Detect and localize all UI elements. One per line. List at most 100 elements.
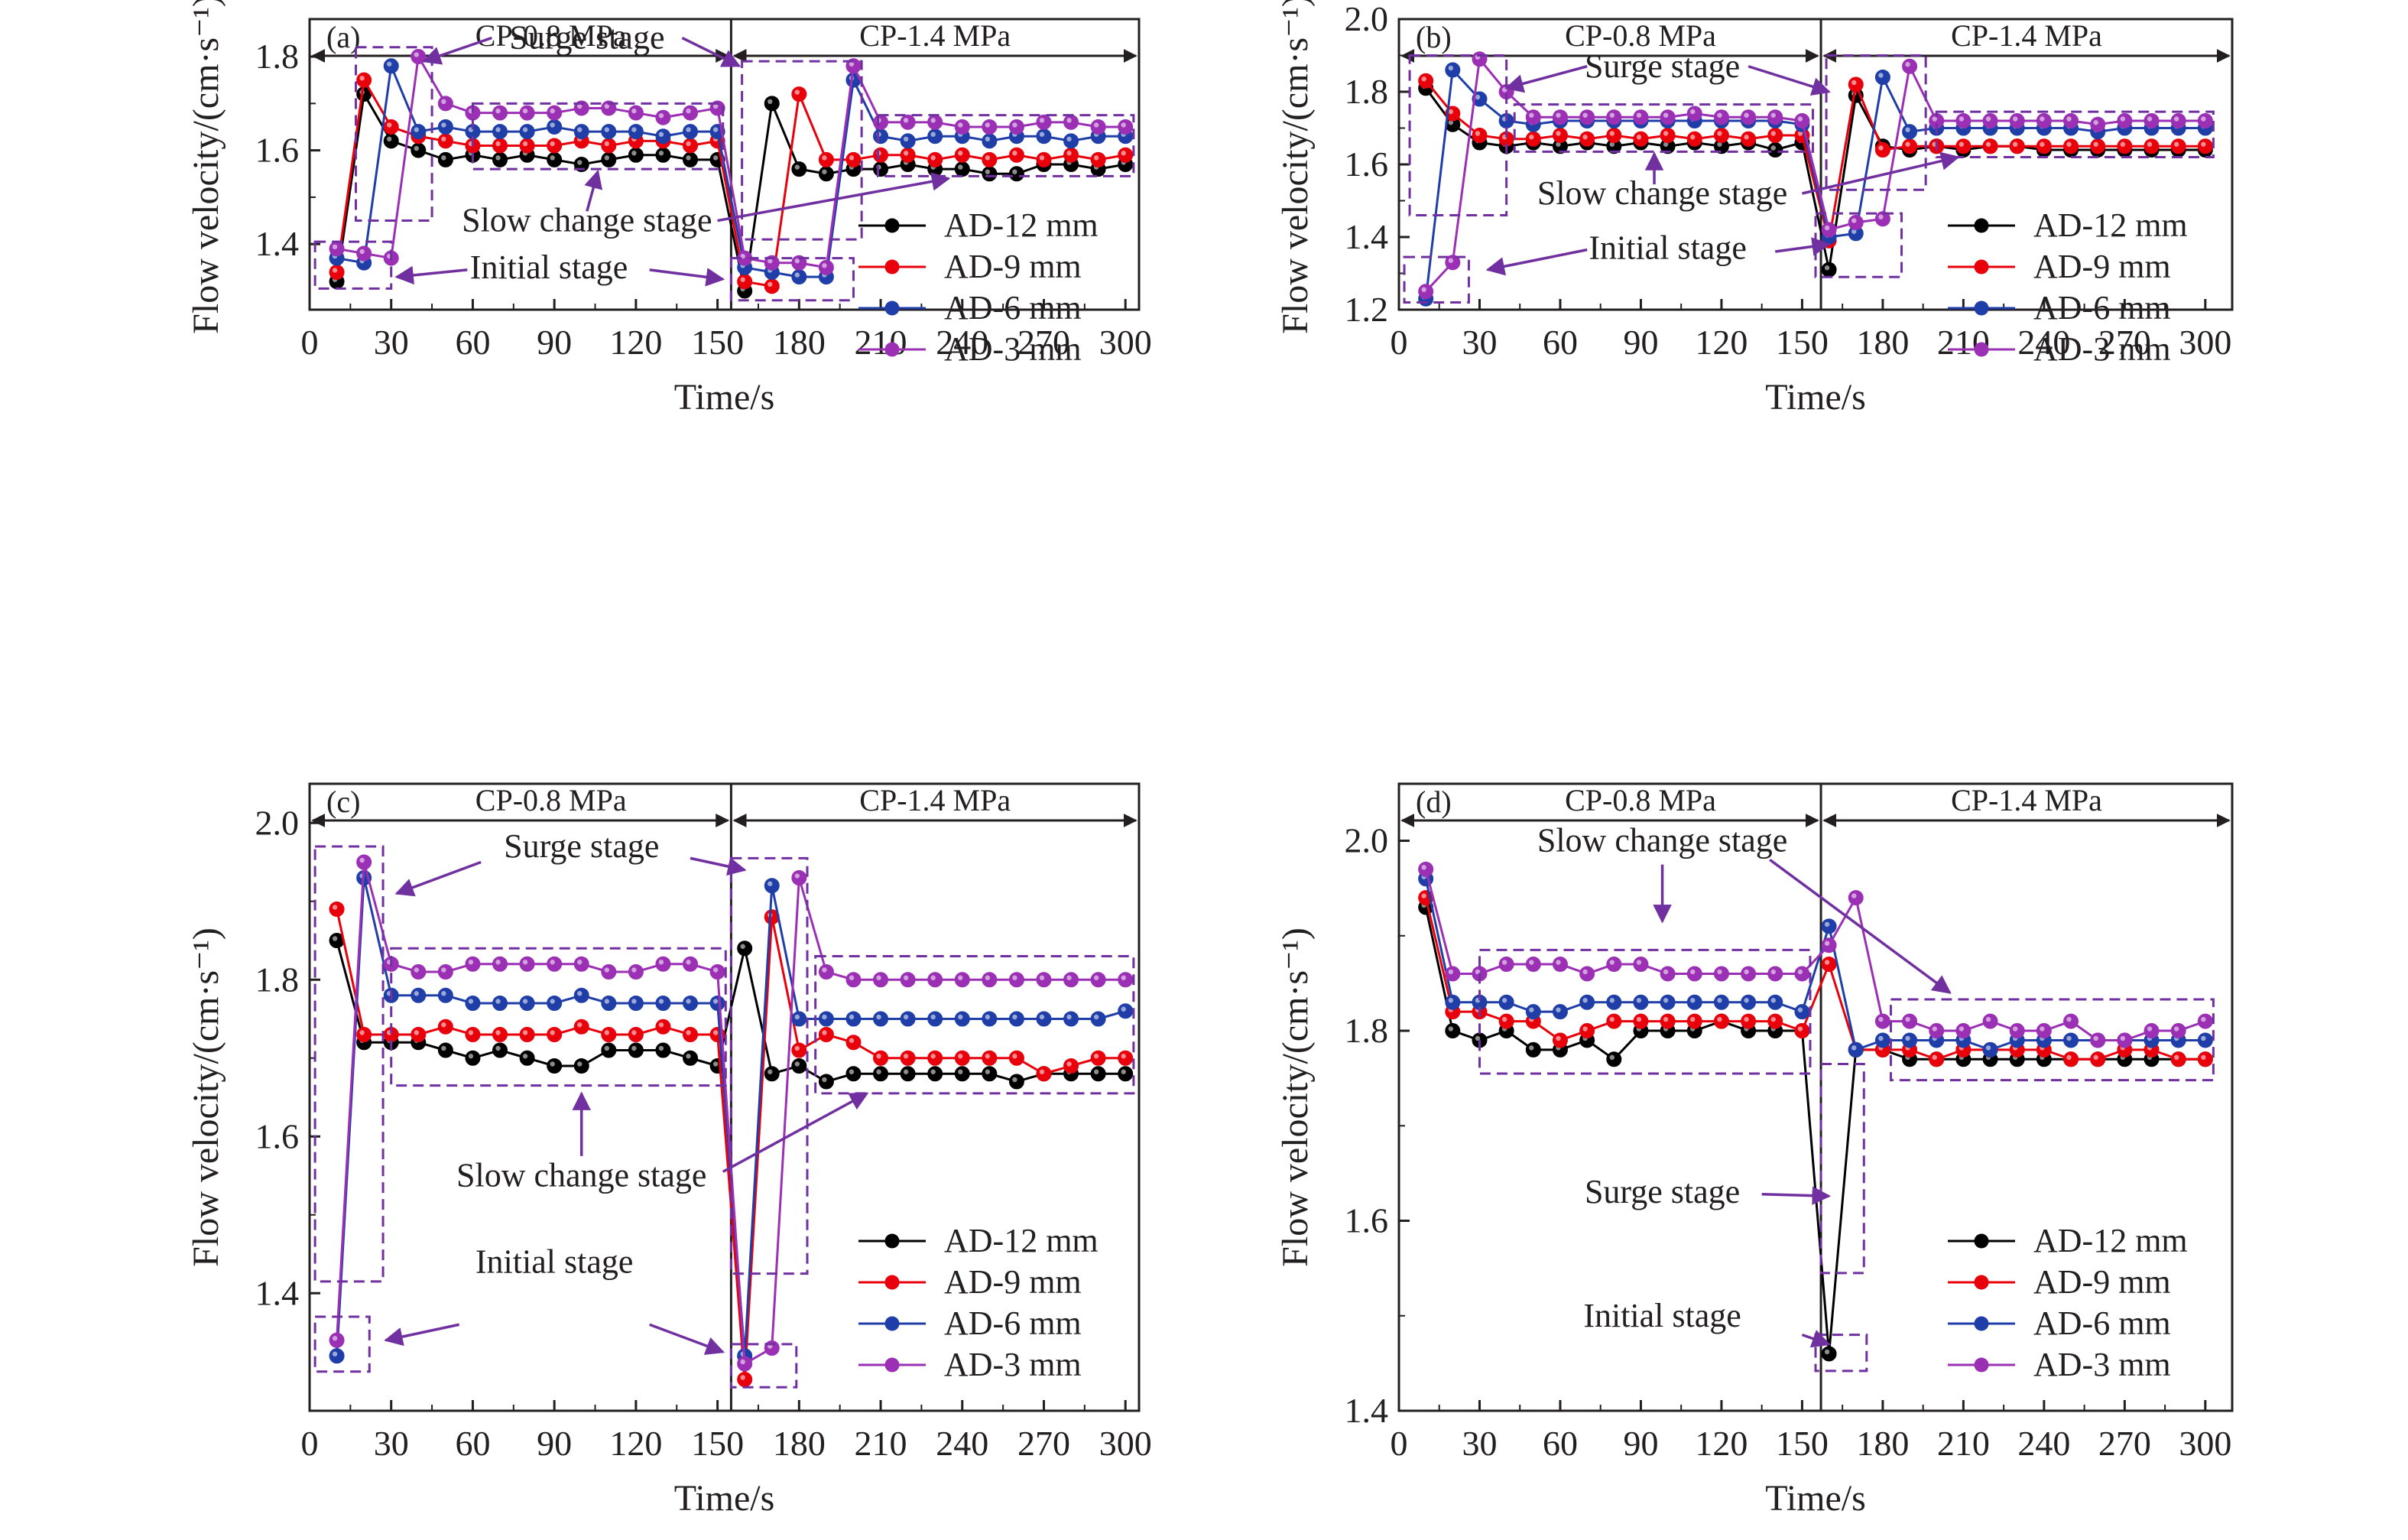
data-point	[1008, 1011, 1024, 1027]
data-point	[2090, 116, 2106, 132]
data-point-highlight	[658, 999, 664, 1004]
data-point	[1063, 1058, 1079, 1074]
data-point	[737, 274, 753, 290]
data-point	[383, 133, 399, 149]
data-point	[1633, 1013, 1649, 1029]
legend-swatch-marker	[1974, 342, 1989, 357]
x-tick-label: 210	[855, 1424, 907, 1463]
data-point	[1118, 972, 1134, 988]
data-point	[411, 1027, 427, 1042]
data-point-highlight	[794, 1061, 800, 1067]
data-point-highlight	[1475, 1035, 1481, 1041]
data-point-highlight	[1556, 112, 1561, 118]
data-point-highlight	[686, 960, 691, 965]
stage-arrow	[1504, 65, 1588, 93]
data-point	[2063, 113, 2079, 128]
data-point-highlight	[604, 141, 610, 147]
data-point-highlight	[985, 1069, 991, 1074]
data-point-highlight	[1932, 116, 1937, 122]
x-tick-label: 210	[855, 323, 907, 362]
data-point	[900, 1011, 916, 1027]
data-point	[1686, 106, 1702, 122]
data-point	[818, 259, 834, 275]
data-point	[927, 1011, 943, 1027]
data-point-highlight	[1744, 998, 1749, 1003]
data-point-highlight	[332, 905, 338, 910]
x-tick-label: 210	[1937, 1424, 1990, 1463]
data-point-highlight	[1744, 135, 1749, 140]
data-point-highlight	[522, 1054, 528, 1059]
legend-item: AD-6 mm	[1948, 289, 2171, 327]
data-point	[519, 124, 535, 140]
y-tick-label: 1.6	[1345, 145, 1389, 184]
data-point-highlight	[495, 1030, 501, 1035]
data-point	[1660, 109, 1676, 125]
stage-label: Initial stage	[1583, 1297, 1741, 1334]
data-point-highlight	[686, 999, 691, 1004]
data-point	[601, 138, 617, 154]
stage-box	[1478, 948, 1812, 1075]
data-point-highlight	[1448, 258, 1454, 263]
data-point	[927, 151, 943, 167]
data-point-highlight	[658, 151, 664, 156]
data-point-highlight	[495, 1045, 501, 1051]
data-point	[1741, 131, 1757, 147]
plot-frame	[1397, 782, 2234, 1412]
data-point	[709, 964, 725, 980]
data-point-highlight	[522, 141, 528, 147]
legend-label: AD-9 mm	[2033, 1263, 2171, 1301]
legend-label: AD-12 mm	[944, 1222, 1099, 1259]
data-point	[1848, 890, 1864, 906]
stage-box	[1408, 54, 1508, 216]
data-point-highlight	[930, 132, 936, 137]
data-point	[1063, 147, 1079, 163]
data-point	[2090, 1051, 2106, 1067]
stage-box	[390, 947, 727, 1087]
data-point-highlight	[2013, 1026, 2018, 1032]
data-point-highlight	[658, 132, 664, 137]
data-point	[737, 941, 753, 957]
data-point-highlight	[1878, 1016, 1884, 1022]
data-point	[437, 96, 453, 112]
data-point-highlight	[958, 122, 963, 128]
data-point	[2063, 138, 2079, 154]
x-tick-label: 120	[1695, 1424, 1748, 1463]
y-tick-label: 1.8	[1345, 1011, 1389, 1050]
data-point-highlight	[985, 122, 991, 128]
data-point	[1063, 1011, 1079, 1027]
data-point-highlight	[441, 991, 446, 996]
data-point-highlight	[876, 1014, 881, 1020]
x-tick-label: 120	[609, 1424, 662, 1463]
data-point-highlight	[1066, 136, 1072, 142]
legend-swatch-marker	[884, 1275, 900, 1290]
data-point	[873, 114, 889, 130]
data-point-highlight	[387, 136, 392, 142]
data-point-highlight	[1039, 132, 1045, 137]
data-point	[1660, 994, 1676, 1010]
data-point-highlight	[930, 975, 936, 980]
data-point-highlight	[1421, 287, 1426, 292]
y-axis-label: Flow velocity/(cm·s⁻¹)	[186, 928, 226, 1267]
data-point	[1579, 966, 1595, 982]
x-tick-label: 180	[1856, 1424, 1909, 1463]
data-point	[2036, 1023, 2052, 1039]
data-point	[329, 264, 345, 280]
stage-box	[876, 114, 1135, 177]
legend-item: AD-6 mm	[1948, 1304, 2171, 1342]
data-point-highlight	[1609, 112, 1615, 118]
x-tick-label: 30	[374, 1424, 409, 1463]
data-point	[1118, 1050, 1134, 1066]
data-point-highlight	[359, 249, 365, 255]
data-point-highlight	[1824, 960, 1830, 965]
data-point-highlight	[1851, 1045, 1857, 1051]
data-point-highlight	[495, 127, 501, 132]
data-point-highlight	[577, 1022, 583, 1028]
data-point-highlight	[1770, 969, 1776, 975]
data-point-highlight	[768, 281, 773, 288]
data-point	[1767, 1013, 1783, 1029]
data-point-highlight	[441, 1045, 446, 1051]
data-point	[1713, 128, 1729, 143]
legend-swatch-marker	[1974, 1233, 1989, 1249]
data-point-highlight	[1770, 1016, 1776, 1022]
data-point-highlight	[903, 1069, 909, 1074]
